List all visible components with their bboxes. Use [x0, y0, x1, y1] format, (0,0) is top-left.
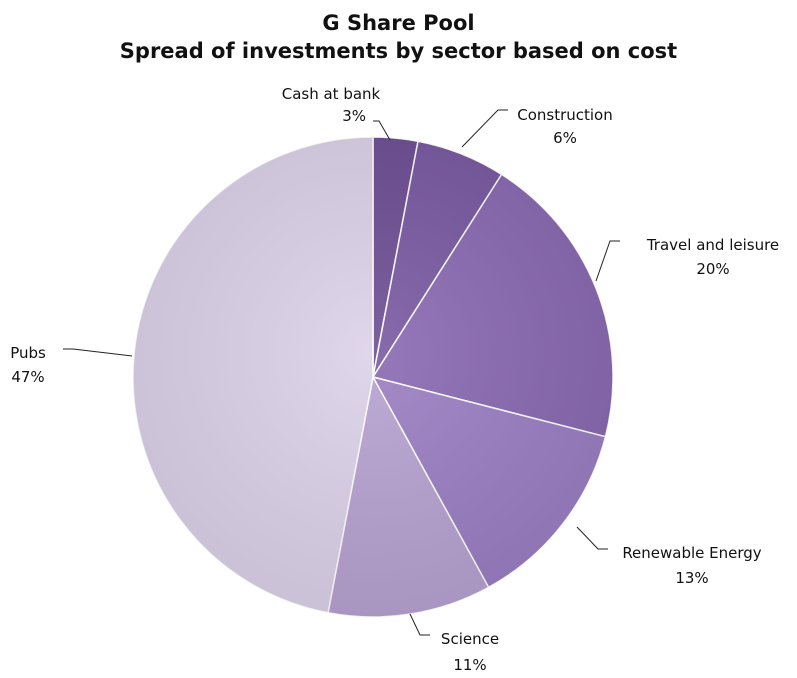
slice-label-science: Science: [441, 630, 499, 648]
slice-value-pubs: 47%: [11, 368, 44, 386]
slice-value-cash-at-bank: 3%: [342, 107, 366, 125]
slice-value-science: 11%: [453, 656, 486, 674]
slice-value-renewable-energy: 13%: [675, 569, 708, 587]
slice-label-pubs: Pubs: [10, 344, 46, 362]
leader-line-construction: [461, 109, 508, 148]
chart-title: G Share Pool: [322, 11, 475, 35]
leader-line-travel-and-leisure: [595, 240, 620, 282]
slice-label-renewable-energy: Renewable Energy: [622, 544, 761, 562]
labels-layer: Cash at bank 3% Construction 6% Travel and l…: [10, 85, 779, 674]
slices-layer: [132, 136, 614, 618]
pie-slice-pubs: [132, 136, 374, 614]
chart-subtitle: Spread of investments by sector based on…: [119, 39, 678, 63]
slice-value-construction: 6%: [553, 129, 577, 147]
leader-line-renewable-energy: [576, 526, 608, 550]
slice-label-construction: Construction: [517, 106, 613, 124]
leader-line-cash-at-bank: [373, 120, 391, 141]
slice-label-cash-at-bank: Cash at bank: [282, 85, 381, 103]
leader-lines-layer: [63, 109, 620, 636]
leader-line-pubs: [63, 348, 133, 357]
slice-label-travel-and-leisure: Travel and leisure: [646, 236, 779, 254]
leader-line-science: [409, 613, 430, 636]
slice-value-travel-and-leisure: 20%: [696, 260, 729, 278]
